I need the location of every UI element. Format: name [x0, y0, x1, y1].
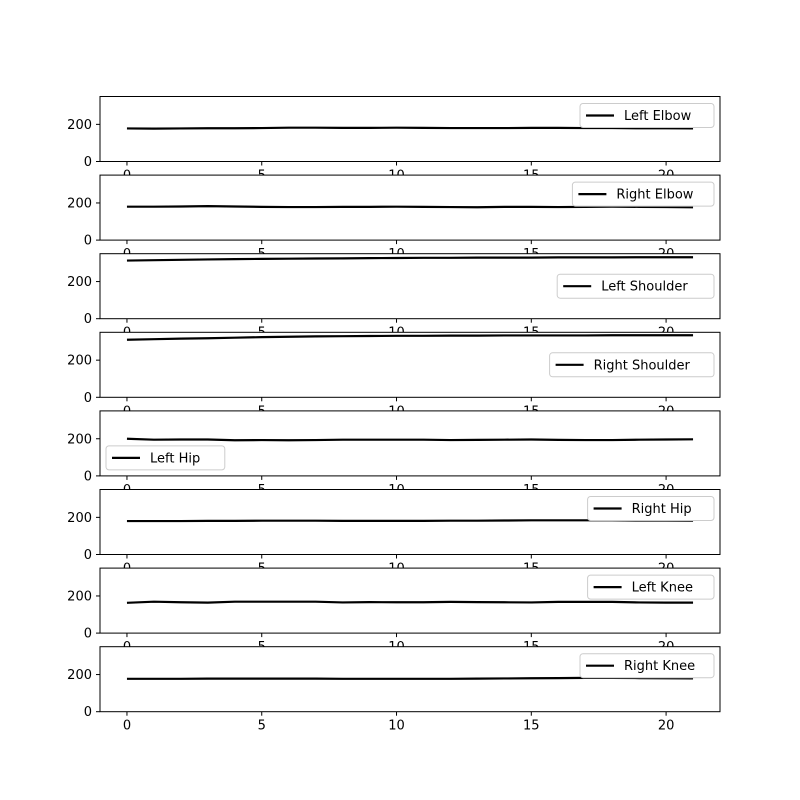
legend-label: Left Knee	[632, 581, 693, 596]
legend-box	[105, 445, 226, 471]
axes-frame	[99, 567, 721, 634]
y-tick-label: 0	[84, 548, 92, 563]
legend-label: Left Elbow	[624, 109, 692, 124]
series-line-left-shoulder	[126, 256, 694, 262]
series-line-right-elbow	[126, 205, 694, 209]
x-tick-label: 20	[658, 719, 675, 734]
subplot-5: 051015200200Left Hip	[67, 410, 721, 498]
x-tick-label: 0	[123, 719, 131, 734]
legend-box	[587, 496, 715, 521]
y-tick-label: 200	[67, 354, 92, 369]
legend-box	[549, 352, 715, 378]
legend-box	[556, 273, 715, 299]
y-tick-label: 200	[67, 196, 92, 211]
axes-frame	[99, 410, 721, 477]
y-tick-label: 200	[67, 432, 92, 447]
legend-label: Left Shoulder	[601, 280, 688, 295]
y-tick-label: 0	[84, 705, 92, 720]
subplot-3: 051015200200Left Shoulder	[67, 253, 721, 341]
axes-frame	[99, 489, 721, 555]
axes-frame	[99, 174, 721, 241]
legend-box	[579, 653, 715, 679]
legend: Left Hip	[105, 445, 226, 471]
subplot-7: 051015200200Left Knee	[67, 567, 721, 655]
y-tick-label: 200	[67, 275, 92, 290]
legend-box	[571, 181, 715, 207]
legend-label: Right Knee	[624, 659, 695, 674]
legend-label: Right Hip	[632, 502, 692, 517]
y-tick-label: 200	[67, 668, 92, 683]
series-line-right-shoulder	[126, 334, 694, 341]
axes-frame	[99, 331, 721, 398]
y-tick-label: 0	[84, 627, 92, 642]
y-tick-label: 0	[84, 391, 92, 406]
axes-frame	[99, 253, 721, 320]
series-line-left-elbow	[126, 126, 694, 130]
series-line-left-hip	[126, 437, 694, 442]
legend: Left Shoulder	[556, 273, 715, 299]
legend-label: Right Shoulder	[594, 358, 691, 373]
series-line-left-knee	[126, 600, 694, 604]
legend: Right Knee	[579, 653, 715, 679]
y-tick-label: 0	[84, 155, 92, 170]
subplot-1: 051015200200Left Elbow	[67, 96, 721, 184]
x-tick-label: 5	[258, 719, 266, 734]
axes-frame	[99, 646, 721, 713]
y-tick-label: 0	[84, 469, 92, 484]
legend-box	[579, 103, 715, 128]
axes-frame	[99, 96, 721, 162]
x-tick-label: 15	[523, 719, 540, 734]
legend: Left Elbow	[579, 103, 715, 128]
legend-label: Left Hip	[150, 451, 200, 466]
x-tick-label: 10	[388, 719, 405, 734]
legend: Left Knee	[587, 574, 715, 600]
y-tick-label: 200	[67, 589, 92, 604]
y-tick-label: 0	[84, 312, 92, 327]
y-tick-label: 200	[67, 511, 92, 526]
legend: Right Shoulder	[549, 352, 715, 378]
legend: Right Elbow	[571, 181, 715, 207]
legend-box	[587, 574, 715, 600]
legend-label: Right Elbow	[616, 188, 693, 203]
y-tick-label: 0	[84, 234, 92, 249]
y-tick-label: 200	[67, 118, 92, 133]
legend: Right Hip	[587, 496, 715, 521]
